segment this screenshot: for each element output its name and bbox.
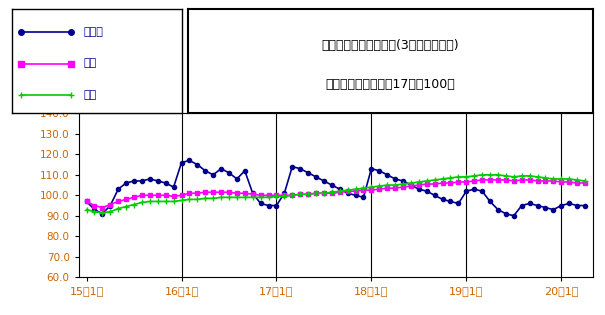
Text: 鳥取県: 鳥取県 <box>83 27 103 37</box>
Text: 鉱工業生産指数の推移(3ヶ月移動平均): 鉱工業生産指数の推移(3ヶ月移動平均) <box>321 39 459 52</box>
Text: 中国: 中国 <box>83 59 97 68</box>
Text: 全国: 全国 <box>83 90 97 100</box>
Text: （季節調整済、平成17年＝100）: （季節調整済、平成17年＝100） <box>325 78 455 91</box>
